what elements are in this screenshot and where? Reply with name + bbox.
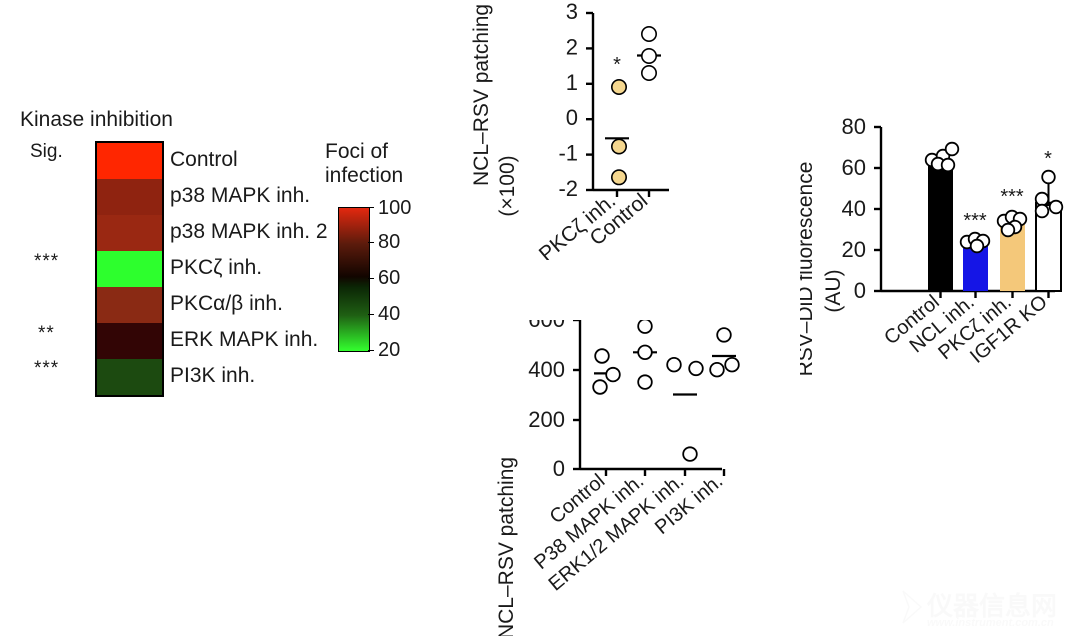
svg-text:(×100): (×100) — [496, 155, 519, 216]
svg-text:*: * — [613, 54, 621, 76]
svg-text:200: 200 — [528, 407, 565, 432]
svg-text:0: 0 — [854, 278, 866, 303]
svg-text:400: 400 — [528, 357, 565, 382]
svg-text:0: 0 — [553, 456, 565, 481]
svg-text:2: 2 — [566, 34, 578, 59]
svg-text:-1: -1 — [558, 141, 578, 166]
svg-text:60: 60 — [842, 155, 866, 180]
svg-text:***: *** — [963, 210, 987, 232]
svg-text:***: *** — [1000, 186, 1024, 208]
svg-text:ΔNCL–RSV patching: ΔNCL–RSV patching — [495, 457, 518, 636]
svg-text:(AU): (AU) — [822, 269, 845, 312]
svg-text:20: 20 — [842, 237, 866, 262]
svg-text:0: 0 — [566, 105, 578, 130]
svg-text:1: 1 — [566, 70, 578, 95]
svg-text:80: 80 — [842, 114, 866, 139]
svg-text:-2: -2 — [558, 176, 578, 201]
svg-text:3: 3 — [566, 0, 578, 24]
svg-text:RSV–DiD fluorescence: RSV–DiD fluorescence — [800, 162, 817, 377]
svg-text:NCL–RSV patching: NCL–RSV patching — [470, 4, 493, 186]
svg-text:600: 600 — [528, 320, 565, 332]
svg-text:40: 40 — [842, 196, 866, 221]
svg-text:*: * — [1044, 148, 1052, 170]
